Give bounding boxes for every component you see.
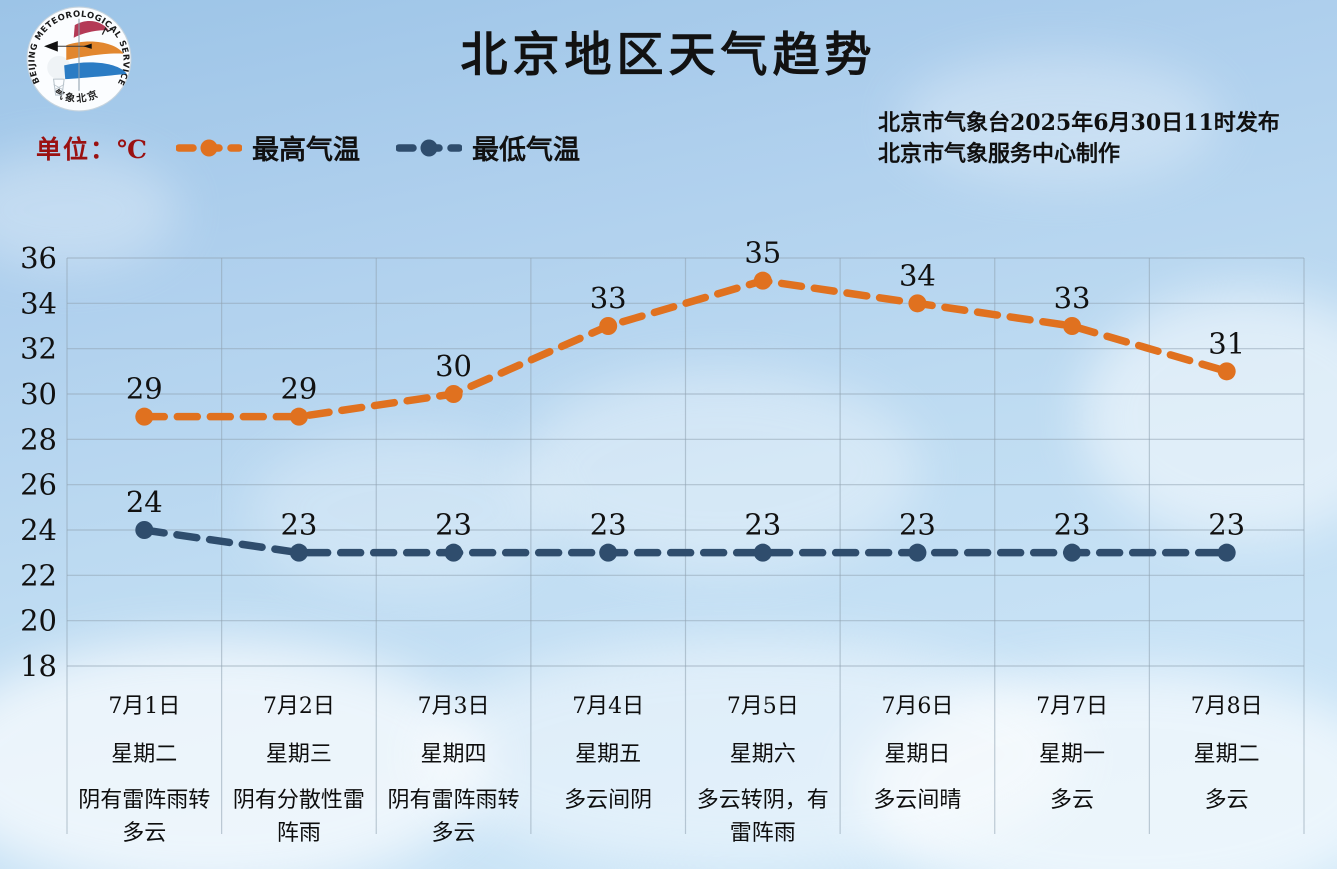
low-temp-series-value-label: 23	[1054, 508, 1091, 542]
day-column: 7月5日星期六多云转阴，有雷阵雨	[686, 666, 841, 850]
day-column: 7月1日星期二阴有雷阵雨转多云	[67, 666, 222, 850]
date-label: 7月5日	[726, 694, 799, 719]
gridlines	[66, 257, 1305, 834]
weather-label: 多云间晴	[873, 788, 962, 813]
high-temp-series-marker	[599, 317, 618, 335]
day-column: 7月6日星期日多云间晴	[840, 666, 995, 850]
high-temp-line-swatch	[176, 139, 242, 156]
high-temp-series-value-label: 30	[435, 349, 472, 383]
high-temp-series-marker	[289, 407, 308, 426]
low-temp-series-value-label: 23	[590, 508, 627, 542]
y-tick-label: 28	[20, 422, 57, 456]
low-temp-series-value-label: 24	[126, 485, 163, 519]
high-temp-series-marker	[753, 271, 772, 290]
high-temp-series-value-label: 35	[744, 236, 781, 270]
day-column: 7月8日星期二多云	[1149, 666, 1304, 850]
weather-label: 多云转阴，有雷阵雨	[696, 788, 829, 846]
y-tick-label: 18	[20, 649, 57, 683]
publish-line-2: 北京市气象服务中心制作	[878, 141, 1121, 167]
day-column: 7月4日星期五多云间阴	[531, 666, 686, 850]
low-temp-series-marker	[289, 543, 308, 562]
weekday-label: 星期四	[420, 742, 487, 767]
logo-wind-vane-icon	[44, 18, 113, 91]
day-labels-band: 7月1日星期二阴有雷阵雨转多云 7月2日星期三阴有分散性雷阵雨 7月3日星期四阴有雷…	[67, 666, 1304, 846]
day-column: 7月7日星期一多云	[995, 666, 1150, 850]
logo-radar-dome-icon	[47, 55, 71, 96]
low-temp-series-marker	[135, 521, 154, 539]
low-temp-line-swatch	[396, 139, 462, 156]
beijing-meteorological-service-logo: BEIJING METEOROLOGICAL SERVICE 气象北京	[26, 6, 132, 112]
low-temp-series-marker	[908, 543, 927, 562]
high-temp-series-marker	[908, 294, 927, 313]
weather-label: 多云	[1204, 788, 1249, 813]
high-temp-series-value-label: 29	[126, 372, 163, 406]
legend-label-low-temp: 最低气温	[472, 135, 580, 166]
date-label: 7月3日	[417, 694, 490, 719]
y-tick-label: 34	[20, 286, 57, 320]
low-temp-series-marker	[1217, 543, 1236, 562]
high-temp-series: 29 29 30 33 35 34 33 31	[126, 236, 1245, 426]
y-tick-label: 30	[20, 377, 57, 411]
date-label: 7月2日	[262, 694, 335, 719]
high-temp-series-value-label: 29	[280, 372, 317, 406]
y-tick-label: 36	[20, 241, 57, 275]
day-column: 7月3日星期四阴有雷阵雨转多云	[376, 666, 531, 850]
day-column: 7月2日星期三阴有分散性雷阵雨	[222, 666, 377, 850]
weekday-label: 星期二	[111, 742, 178, 767]
low-temp-series: 24 23 23 23 23 23 23 23	[126, 485, 1245, 562]
low-temp-series-value-label: 23	[435, 508, 472, 542]
weather-label: 多云间阴	[564, 788, 653, 813]
y-tick-label: 24	[20, 513, 57, 547]
y-tick-label: 20	[20, 604, 57, 638]
high-temp-series-marker	[444, 385, 463, 403]
low-temp-series-line	[140, 526, 1231, 557]
high-temp-series-marker	[135, 407, 154, 426]
legend-item-high-temp: 最高气温	[176, 128, 360, 167]
weekday-label: 星期五	[575, 742, 642, 767]
high-temp-series-marker	[1217, 362, 1236, 381]
high-temp-series-value-label: 34	[899, 258, 936, 292]
y-axis-tick-labels: 18 20 22 24 26 28 30 32 34 36	[20, 241, 57, 683]
high-temp-series-marker	[1063, 317, 1082, 335]
low-temp-series-value-label: 23	[899, 508, 936, 542]
date-label: 7月6日	[881, 694, 954, 719]
low-temp-series-value-label: 23	[744, 508, 781, 542]
weekday-label: 星期二	[1193, 742, 1260, 767]
weather-label: 阴有雷阵雨转多云	[78, 788, 211, 846]
high-temp-series-value-label: 33	[1054, 281, 1091, 315]
y-tick-label: 26	[20, 468, 57, 502]
date-label: 7月8日	[1190, 694, 1263, 719]
publish-info: 北京市气象台2025年6月30日11时发布 北京市气象服务中心制作	[878, 108, 1280, 170]
low-temp-series-marker	[1063, 543, 1082, 562]
weather-label: 阴有雷阵雨转多云	[387, 788, 520, 846]
chart-legend: 最高气温 最低气温	[176, 128, 580, 167]
weekday-label: 星期三	[265, 742, 332, 767]
publish-line-1: 北京市气象台2025年6月30日11时发布	[878, 110, 1280, 136]
weekday-label: 星期日	[884, 742, 951, 767]
date-label: 7月1日	[108, 694, 181, 719]
y-tick-label: 22	[20, 558, 57, 592]
low-temp-series-marker	[599, 543, 618, 562]
high-temp-series-line	[140, 276, 1231, 421]
low-temp-series-marker	[753, 543, 772, 562]
high-temp-series-value-label: 33	[590, 281, 627, 315]
weather-label: 多云	[1050, 788, 1095, 813]
low-temp-series-value-label: 23	[1208, 508, 1245, 542]
high-temp-series-value-label: 31	[1208, 326, 1245, 360]
date-label: 7月4日	[572, 694, 645, 719]
weekday-label: 星期一	[1039, 742, 1106, 767]
weekday-label: 星期六	[729, 742, 796, 767]
low-temp-series-value-label: 23	[280, 508, 317, 542]
date-label: 7月7日	[1036, 694, 1109, 719]
weather-label: 阴有分散性雷阵雨	[232, 788, 365, 846]
low-temp-series-marker	[444, 543, 463, 562]
y-tick-label: 32	[20, 332, 57, 366]
unit-label: 单位：℃	[36, 135, 149, 164]
legend-item-low-temp: 最低气温	[396, 128, 580, 167]
legend-label-high-temp: 最高气温	[252, 135, 360, 166]
page-title: 北京地区天气趋势	[460, 28, 877, 83]
